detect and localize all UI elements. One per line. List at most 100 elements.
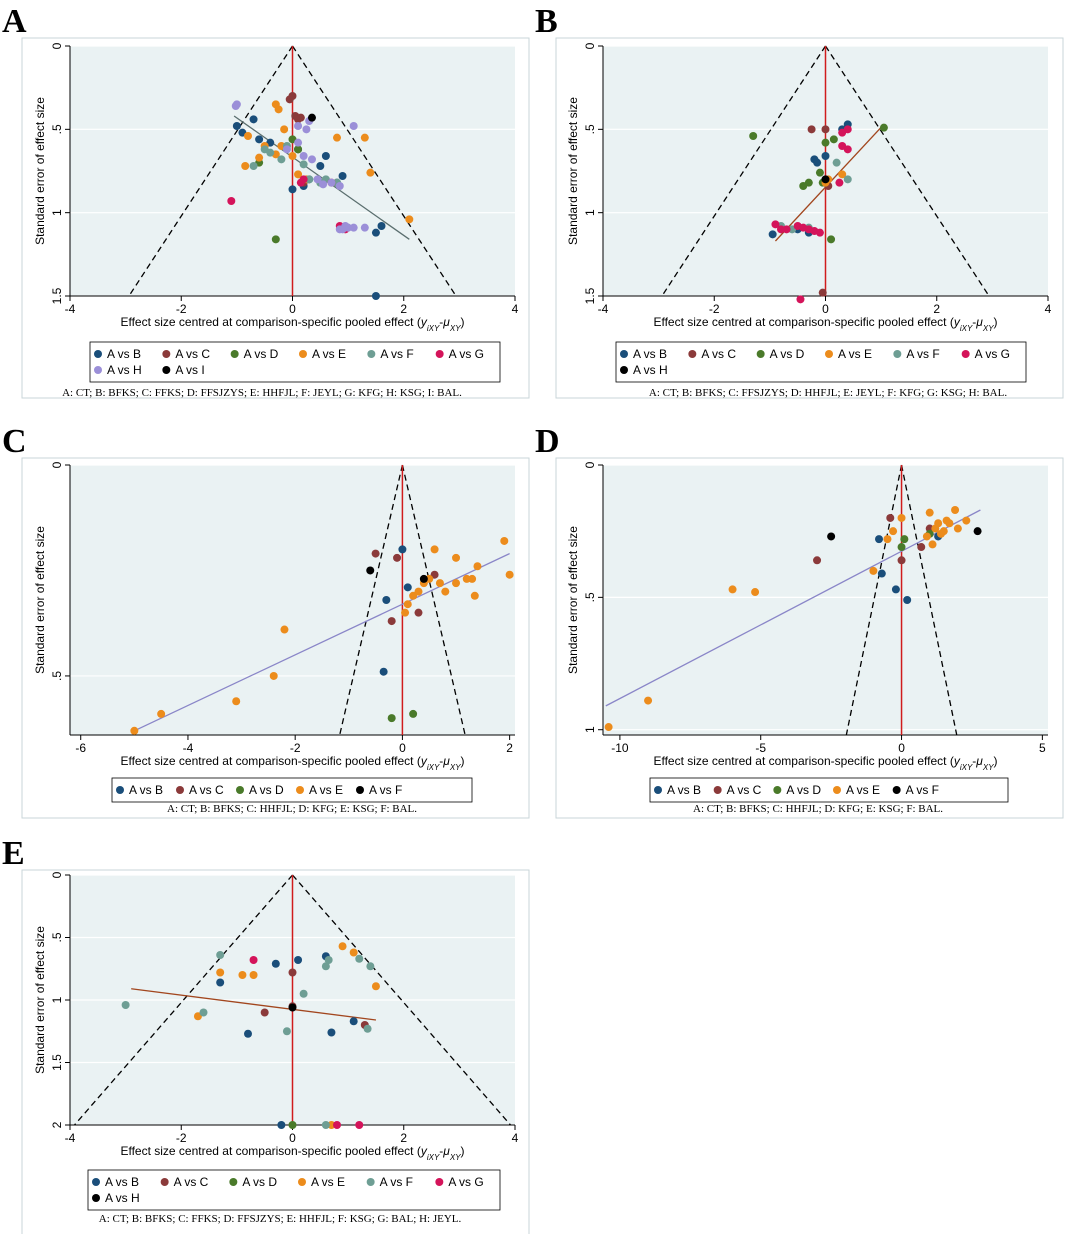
point-c-E-16 [414,587,423,596]
funnel-right-c [401,464,466,736]
legend-label-b-0-5: A vs G [975,347,1010,361]
point-b-D-7 [827,235,836,244]
legend-box-c [111,777,473,803]
point-e-F-1 [216,951,225,959]
point-c-E-12 [452,579,461,588]
y-axis-title-d: Standard error of effect size [566,526,580,674]
legend-label-e-0-3: A vs E [311,1175,345,1189]
y-tick-label-c-0: 0 [50,461,64,468]
point-c-E-6 [452,553,461,562]
x-axis-title-part-0: Effect size centred at comparison-specif… [120,315,420,329]
funnel-right-e [292,874,512,1126]
series-d-E [604,506,971,732]
legend-label-c-0-2: A vs D [249,783,284,797]
point-b-D-1 [815,168,824,177]
legend-marker-a-0-1 [162,350,171,358]
panel-letter-a: A [2,3,27,40]
point-c-E-17 [409,591,418,600]
y-tick-label-e-1: .5 [50,932,64,942]
y-tick-label-b-3: 1.5 [583,287,597,304]
y-tick-label-b-1: .5 [583,124,597,134]
legend-marker-e-1-0 [92,1194,100,1202]
x-tick-label-a-4: 4 [512,302,519,316]
point-c-B-2 [403,583,412,592]
series-e-F [121,951,375,1129]
point-d-C-2 [897,556,906,565]
x-axis-title-a: Effect size centred at comparison-specif… [120,315,464,333]
point-e-B-4 [244,1029,252,1038]
point-a-H-6 [307,155,316,164]
legend-marker-a-0-0 [94,350,102,358]
point-e-E-2 [249,971,258,979]
y-axis-title-c: Standard error of effect size [33,526,47,674]
x-axis-title-d: Effect size centred at comparison-specif… [653,754,997,772]
x-axis-title-part-3: - [439,754,443,768]
x-tick-label-c-0: -6 [75,741,86,755]
legend-marker-d-0-3 [833,786,841,794]
point-d-E-16 [922,532,931,541]
point-e-D-0 [288,1121,297,1129]
x-tick-label-d-0: -10 [611,741,629,755]
x-axis-title-part-6: ) [461,315,465,329]
legend-marker-b-0-5 [961,350,970,358]
point-a-C-4 [296,113,305,122]
x-tick-label-d-2: 0 [898,741,905,755]
series-a-I [307,113,316,122]
point-d-E-1 [644,696,653,705]
y-axis-title-a: Standard error of effect size [33,97,47,245]
panel-letter-c: C [2,423,27,460]
point-c-E-20 [462,574,471,583]
x-axis-title-part-5: XY [449,324,461,333]
series-e-G [249,956,364,1129]
legend-marker-b-0-1 [688,350,697,358]
point-a-E-12 [366,168,375,177]
point-a-B-0 [232,122,241,130]
point-c-E-18 [403,600,412,609]
point-a-H-14 [349,223,358,232]
point-e-F-6 [366,962,375,971]
x-axis-title-part-4: μ [442,1144,450,1158]
point-a-H-11 [349,122,358,130]
point-e-B-0 [216,978,225,987]
point-c-C-0 [371,549,380,558]
point-d-C-1 [886,513,895,522]
series-e-B [216,952,358,1129]
legend-d: A vs B A vs C A vs D A vs E A vs F [649,777,1009,803]
legend-marker-b-0-0 [620,350,628,358]
point-c-E-8 [500,536,509,545]
point-e-B-6 [349,1017,358,1026]
point-a-E-0 [244,132,252,140]
x-axis-title-part-4: μ [975,754,983,768]
point-d-E-19 [945,519,954,528]
legend-label-d-0-4: A vs F [906,783,939,797]
point-e-B-2 [294,956,303,964]
y-tick-label-d-2: 1 [583,726,597,733]
point-c-E-4 [280,625,289,634]
series-e-D [288,1121,297,1129]
y-tick-label-b-2: 1 [583,209,597,216]
legend-label-e-1-0: A vs H [105,1191,140,1205]
point-a-B-3 [255,135,264,144]
point-c-E-9 [505,570,514,579]
point-b-C-1 [821,125,830,134]
point-b-D-2 [821,138,830,147]
x-axis-title-part-6: ) [461,754,465,768]
point-a-E-8 [294,170,303,179]
caption-c: A: CT; B: BFKS; C: HHFJL; D: KFG; E: KSG… [167,803,417,815]
x-axis-title-part-2: iXY [427,763,440,772]
point-a-B-12 [371,228,380,237]
point-c-B-1 [382,596,391,604]
point-d-D-0 [897,543,906,552]
x-tick-label-b-0: -4 [598,302,609,316]
point-e-B-5 [327,1028,336,1037]
point-a-F-1 [266,148,275,157]
point-e-F-7 [321,1121,330,1129]
point-e-F-0 [121,1001,130,1009]
legend-marker-a-1-1 [162,366,171,374]
point-c-E-2 [232,697,241,706]
point-e-F-2 [199,1008,208,1017]
legend-label-a-0-3: A vs E [312,347,346,361]
point-e-I-0 [288,1003,297,1012]
legend-marker-c-0-4 [356,786,364,794]
point-b-G-13 [777,225,785,234]
